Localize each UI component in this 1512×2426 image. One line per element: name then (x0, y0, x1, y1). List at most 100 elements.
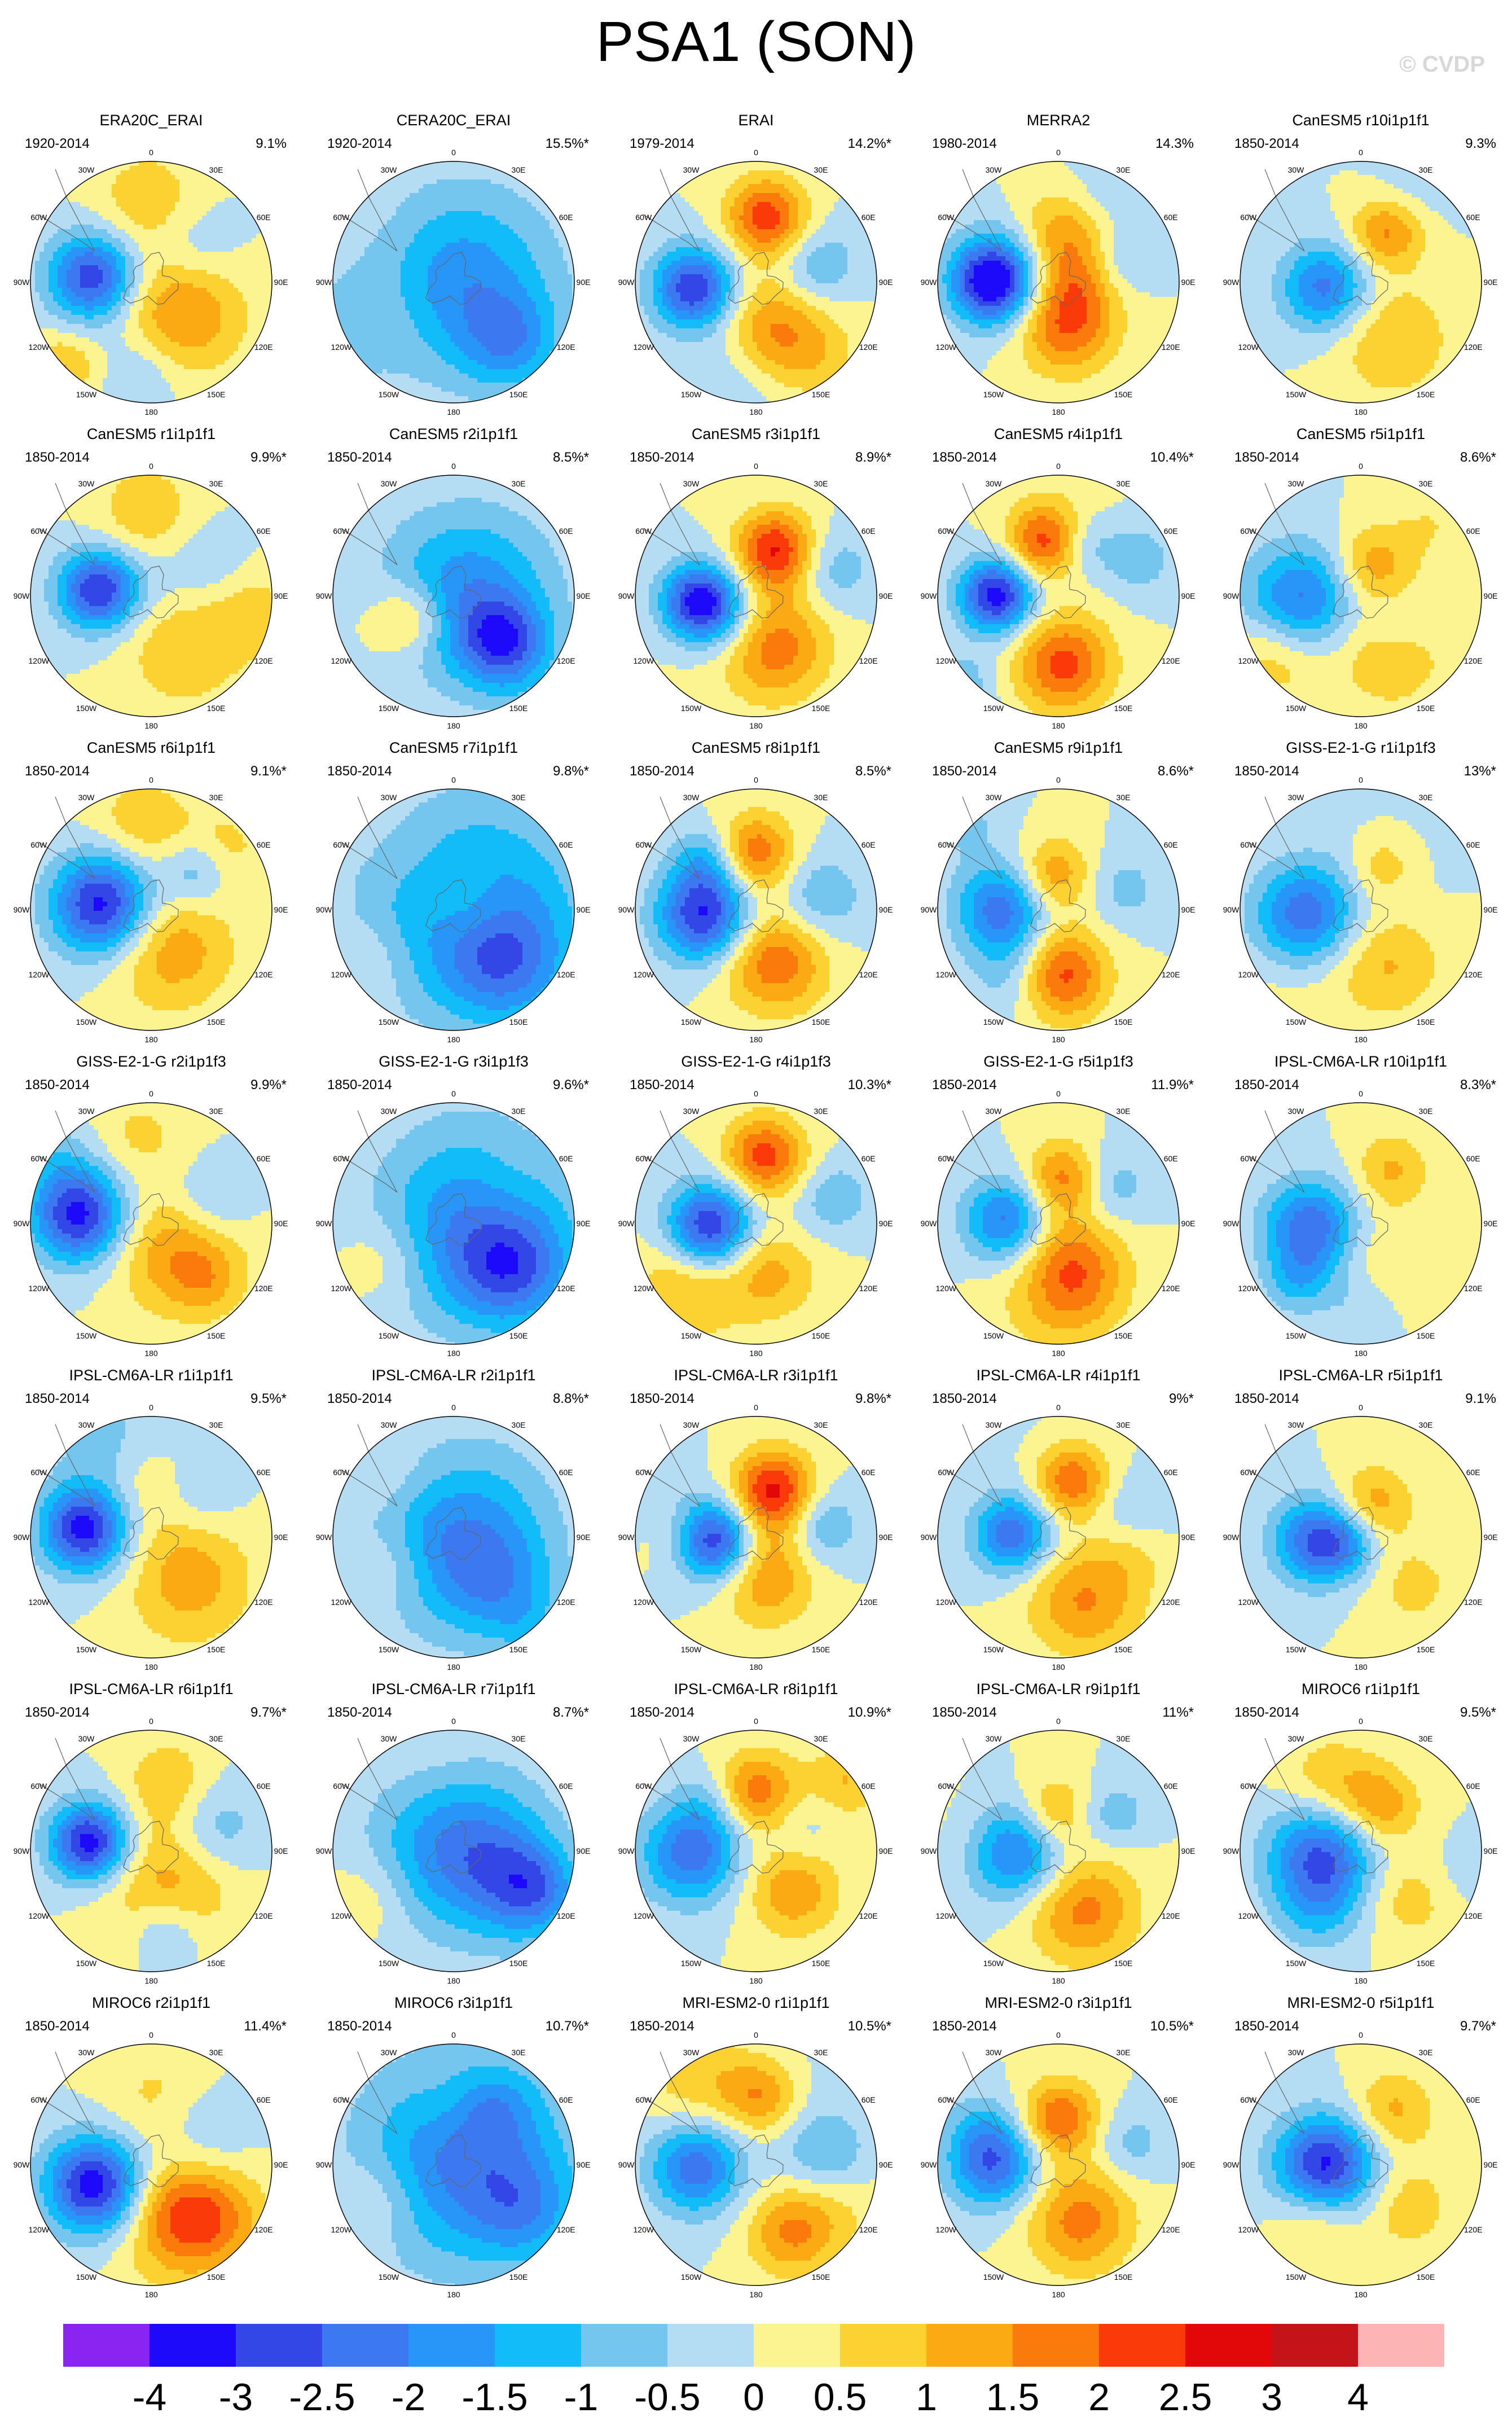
field-cell (67, 207, 72, 212)
field-cell (234, 324, 239, 329)
field-cell (238, 238, 243, 243)
field-cell (568, 288, 573, 293)
field-cell (206, 202, 212, 207)
field-cell (193, 360, 198, 365)
field-cell (550, 342, 555, 347)
field-cell (559, 310, 564, 315)
field-cell (464, 374, 469, 379)
field-cell (545, 279, 550, 284)
field-cell (396, 292, 401, 297)
field-cell (229, 365, 234, 370)
field-cell (423, 365, 428, 370)
field-cell (351, 292, 356, 297)
field-cell (504, 188, 509, 194)
field-cell (206, 328, 212, 334)
field-cell (504, 288, 509, 293)
field-cell (432, 346, 437, 352)
field-cell (500, 369, 505, 374)
field-cell (459, 310, 464, 315)
field-cell (243, 225, 248, 230)
field-cell (401, 283, 406, 288)
field-cell (518, 351, 523, 356)
field-cell (527, 333, 532, 338)
field-cell (62, 337, 67, 343)
field-cell (455, 179, 460, 185)
field-cell (355, 310, 361, 315)
field-cell (468, 198, 473, 203)
field-cell (80, 324, 85, 329)
field-cell (103, 252, 108, 257)
field-cell (346, 229, 351, 234)
field-cell (423, 374, 428, 379)
field-cell (527, 229, 532, 234)
field-cell (85, 211, 90, 216)
field-cell (437, 175, 442, 180)
field-cell (148, 369, 153, 374)
field-cell (202, 256, 207, 261)
field-cell (49, 270, 54, 275)
field-cell (518, 360, 523, 365)
field-cell (396, 211, 401, 216)
field-cell (197, 238, 203, 243)
field-cell (554, 261, 559, 266)
field-cell (170, 202, 175, 207)
field-cell (225, 229, 230, 234)
field-cell (103, 351, 108, 356)
field-cell (193, 346, 198, 352)
field-cell (130, 179, 135, 185)
field-cell (179, 310, 184, 315)
field-cell (563, 279, 568, 284)
field-cell (522, 369, 528, 374)
field-cell (125, 319, 130, 324)
field-cell (735, 184, 740, 189)
field-cell (44, 310, 49, 315)
field-cell (125, 387, 130, 392)
field-cell (423, 324, 428, 329)
field-cell (175, 261, 180, 266)
field-cell (76, 351, 81, 356)
field-cell (35, 256, 40, 261)
field-cell (125, 252, 130, 257)
field-cell (455, 333, 460, 338)
field-cell (419, 216, 424, 221)
field-cell (364, 346, 370, 352)
field-cell (184, 365, 189, 370)
field-cell (107, 315, 112, 320)
field-cell (378, 274, 383, 279)
field-cell (211, 306, 216, 311)
field-cell (473, 225, 478, 230)
field-cell (459, 342, 464, 347)
field-cell (229, 283, 234, 288)
field-cell (175, 356, 180, 361)
field-cell (143, 279, 148, 284)
field-cell (378, 193, 383, 198)
field-cell (419, 270, 424, 275)
field-cell (107, 256, 112, 261)
field-cell (441, 310, 446, 315)
field-cell (518, 324, 523, 329)
field-cell (103, 202, 108, 207)
field-cell (383, 193, 388, 198)
field-cell (98, 356, 103, 361)
field-cell (572, 292, 577, 297)
field-cell (121, 279, 126, 284)
field-cell (175, 319, 180, 324)
field-cell (80, 184, 85, 189)
field-cell (441, 315, 446, 320)
field-cell (383, 328, 388, 334)
longitude-label: 180 (144, 407, 158, 416)
field-cell (161, 356, 166, 361)
field-cell (423, 188, 428, 194)
field-cell (378, 310, 383, 315)
field-cell (206, 383, 212, 388)
field-cell (121, 351, 126, 356)
field-cell (536, 337, 541, 343)
field-cell (477, 216, 482, 221)
field-cell (89, 301, 94, 306)
field-cell (53, 328, 58, 334)
field-cell (252, 243, 257, 248)
field-cell (103, 360, 108, 365)
field-cell (229, 310, 234, 315)
field-cell (252, 292, 257, 297)
field-cell (179, 342, 184, 347)
